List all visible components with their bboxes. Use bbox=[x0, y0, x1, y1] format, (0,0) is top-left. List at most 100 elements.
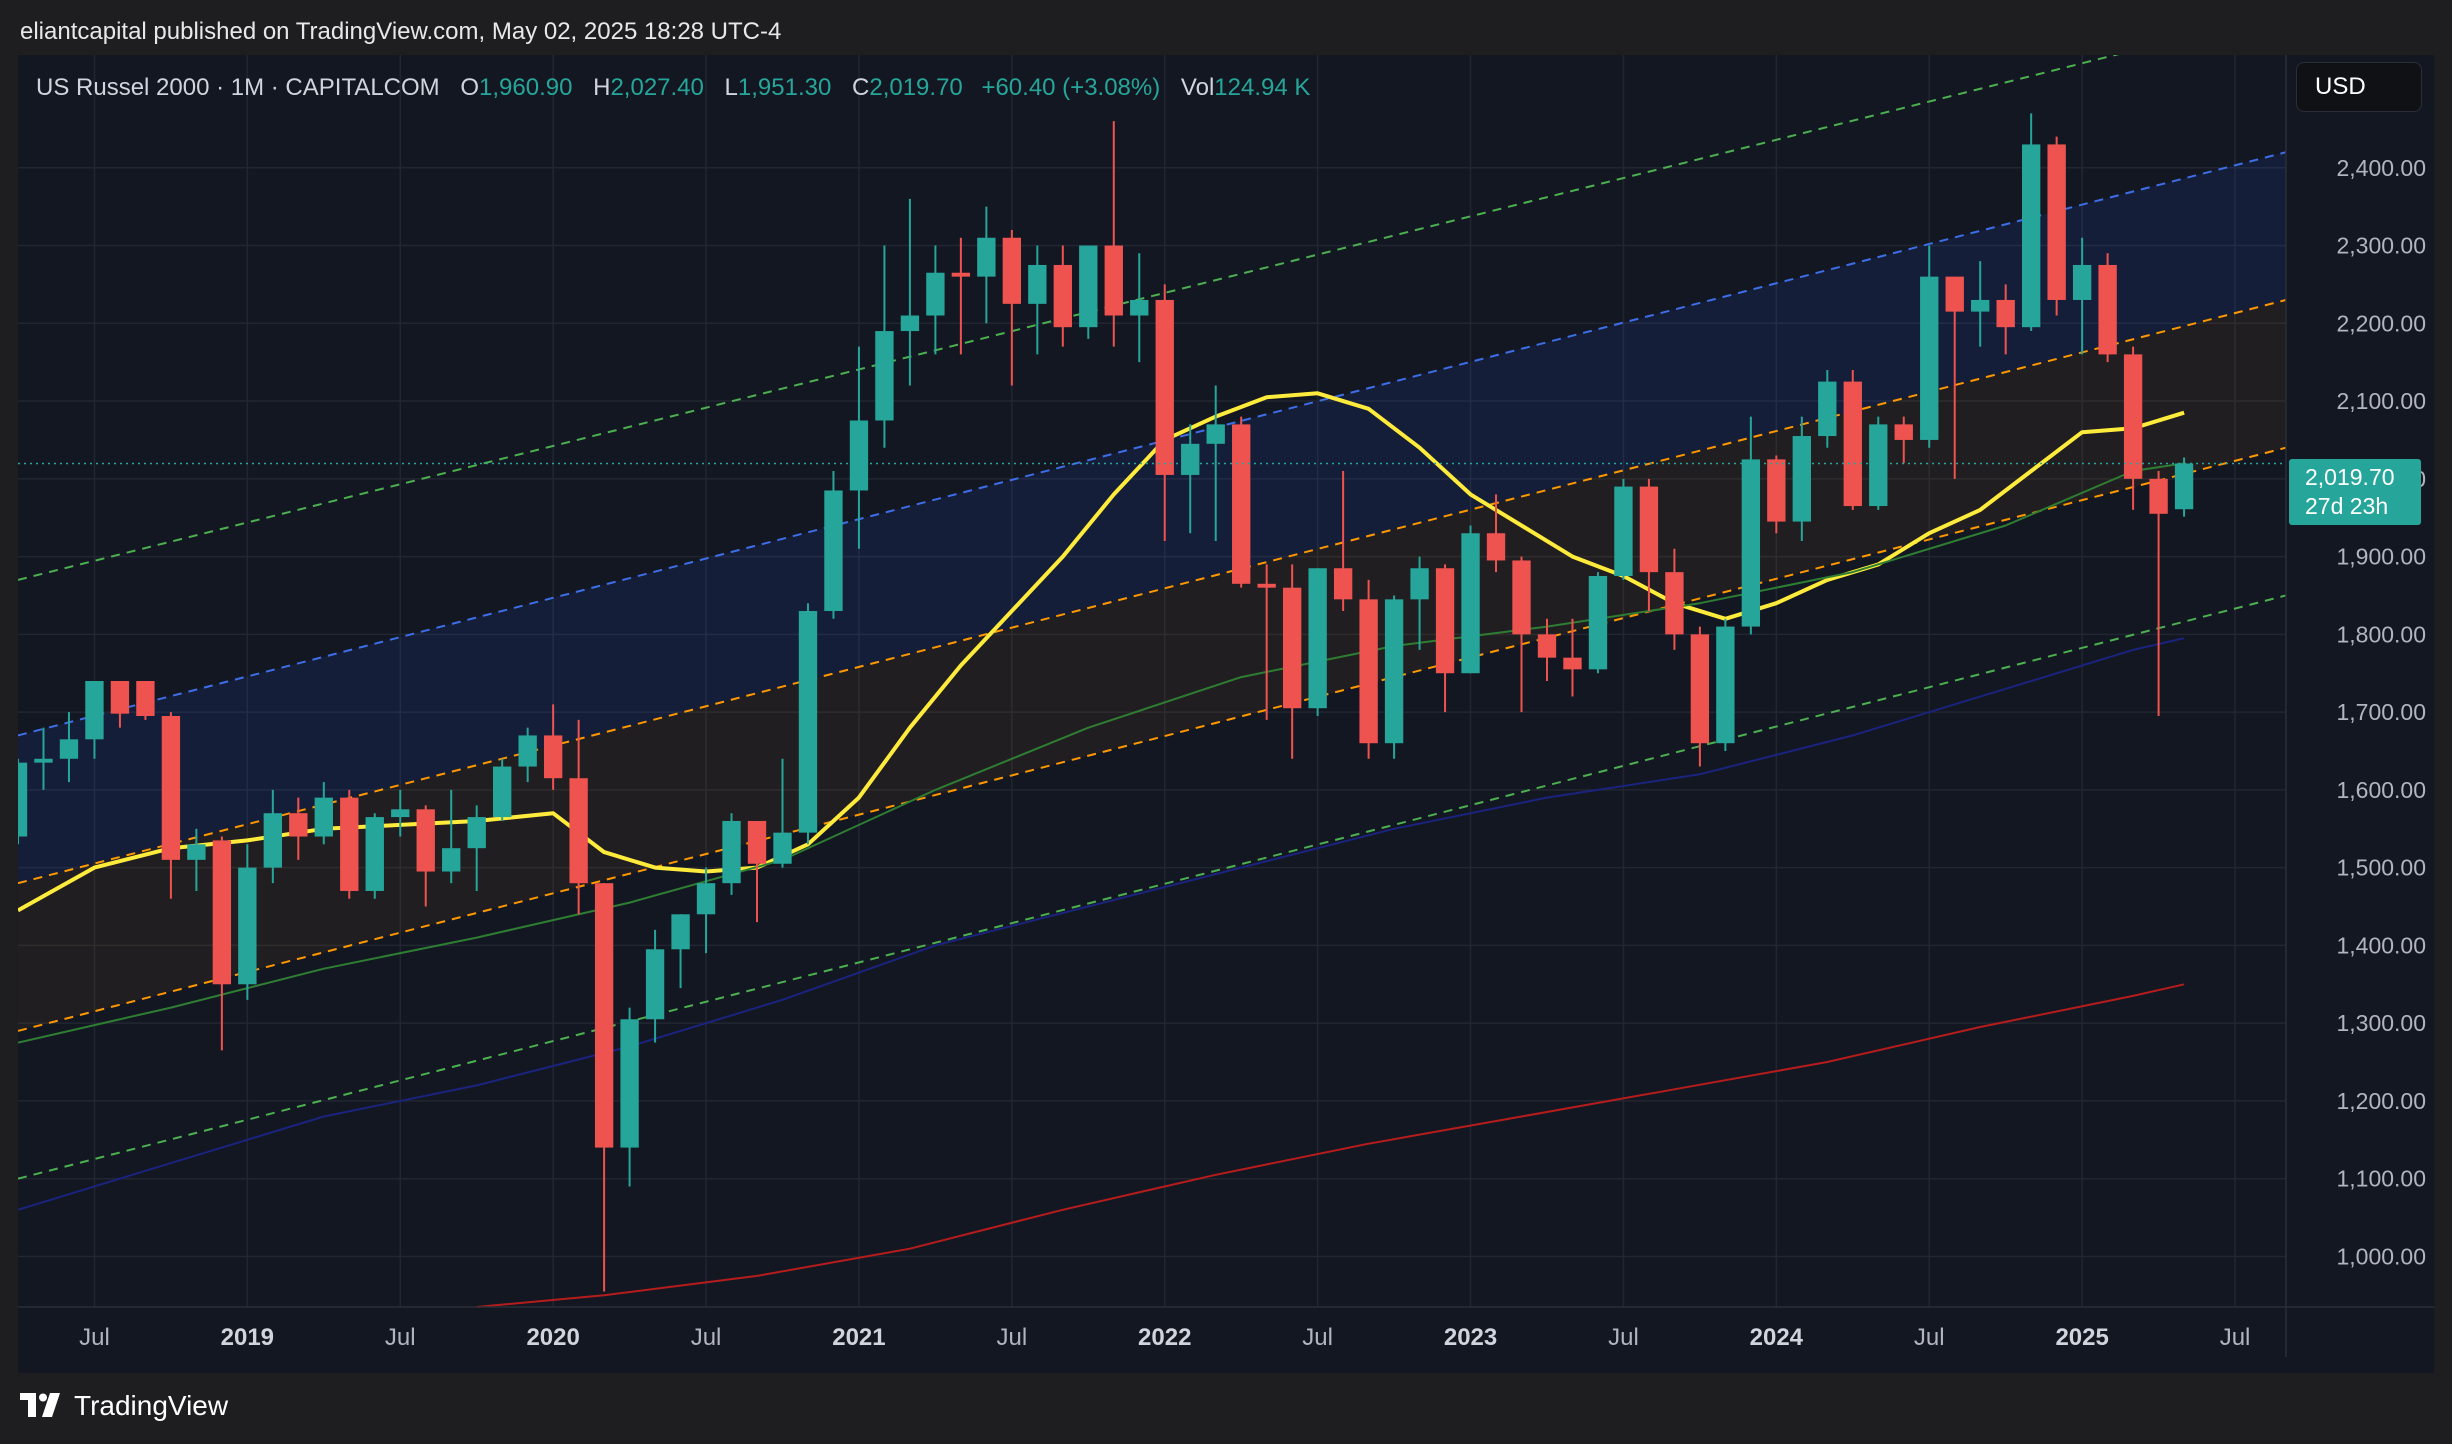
candle-body bbox=[1869, 424, 1888, 507]
candle-body bbox=[2149, 478, 2168, 514]
candlestick-chart[interactable]: 1,000.00 1,100.00 1,200.00 1,300.00 1,400.00… bbox=[18, 55, 2434, 1373]
candle bbox=[2047, 136, 2066, 316]
price-axis-label: 1,700.00 bbox=[2336, 699, 2426, 725]
change-value: +60.40 (+3.08%) bbox=[981, 74, 1161, 101]
candle bbox=[1741, 416, 1761, 635]
candle bbox=[1435, 564, 1455, 713]
candle bbox=[2123, 346, 2143, 510]
candle bbox=[747, 820, 767, 923]
candle bbox=[671, 914, 690, 989]
candle-body bbox=[1308, 568, 1327, 709]
candle bbox=[1537, 618, 1557, 681]
candle-body bbox=[1206, 424, 1225, 444]
candle bbox=[722, 813, 741, 895]
symbol-legend[interactable]: US Russel 2000 · 1M · CAPITALCOM O1,960.… bbox=[36, 74, 1310, 102]
candle bbox=[1716, 618, 1735, 751]
channel-lines bbox=[18, 55, 2287, 1180]
candle bbox=[59, 712, 79, 783]
candle bbox=[340, 789, 359, 899]
channel-line bbox=[18, 55, 2120, 581]
candle bbox=[543, 704, 563, 790]
candle-body bbox=[110, 681, 130, 714]
candle-body bbox=[1359, 599, 1378, 744]
candle-body bbox=[59, 739, 79, 759]
candle-body bbox=[238, 867, 257, 985]
chart-area[interactable]: 1,000.00 1,100.00 1,200.00 1,300.00 1,400.00… bbox=[18, 55, 2434, 1373]
time-axis-label: Jul bbox=[1608, 1324, 1639, 1351]
price-axis-label: 1,100.00 bbox=[2336, 1166, 2426, 1192]
candle-body bbox=[1767, 459, 1786, 522]
candle-body bbox=[900, 315, 920, 332]
time-axis-label: Jul bbox=[691, 1324, 722, 1351]
open-value: 1,960.90 bbox=[479, 74, 573, 101]
candle-body bbox=[1920, 276, 1939, 440]
candle-body bbox=[798, 611, 818, 833]
candle bbox=[289, 797, 308, 860]
price-axis-label: 1,600.00 bbox=[2336, 777, 2426, 803]
time-axis-label: Jul bbox=[1914, 1324, 1945, 1351]
candle bbox=[1130, 253, 1149, 363]
candle bbox=[1181, 424, 1200, 534]
candle bbox=[1767, 455, 1786, 534]
close-value: 2,019.70 bbox=[869, 74, 963, 101]
candle bbox=[391, 789, 410, 837]
candle-body bbox=[1792, 436, 1811, 522]
candle-body bbox=[1588, 576, 1608, 670]
candle bbox=[518, 727, 537, 783]
candle-body bbox=[1716, 626, 1735, 744]
symbol-name[interactable]: US Russel 2000 · 1M · CAPITALCOM bbox=[36, 74, 440, 101]
candle-body bbox=[1333, 568, 1353, 600]
price-axis-label: 1,400.00 bbox=[2336, 932, 2426, 958]
candle-body bbox=[594, 883, 614, 1148]
candle bbox=[951, 237, 971, 355]
candle-body bbox=[1079, 245, 1098, 328]
candle-body bbox=[1384, 599, 1404, 744]
candle-body bbox=[696, 883, 716, 915]
candle bbox=[2072, 237, 2092, 355]
candle-body bbox=[926, 272, 945, 316]
candle bbox=[2021, 113, 2041, 332]
candle bbox=[1206, 385, 1225, 542]
candle bbox=[1384, 595, 1404, 759]
candle bbox=[1002, 229, 1022, 386]
bar-countdown: 27d 23h bbox=[2305, 493, 2389, 519]
footer-brand[interactable]: TradingView bbox=[20, 1390, 228, 1422]
candle-body bbox=[1155, 299, 1174, 475]
candle-body bbox=[1002, 237, 1022, 304]
channel-line bbox=[18, 151, 2287, 737]
volume-value: 124.94 K bbox=[1214, 74, 1311, 101]
candle-body bbox=[1639, 486, 1659, 573]
candle-body bbox=[722, 820, 741, 884]
candle bbox=[1996, 284, 2015, 355]
candle-body bbox=[645, 949, 665, 1020]
candle bbox=[136, 681, 155, 720]
tradingview-logo-icon bbox=[20, 1393, 60, 1417]
candle bbox=[1257, 564, 1276, 720]
candle bbox=[442, 789, 461, 884]
candle bbox=[1920, 245, 1939, 448]
candle bbox=[1461, 525, 1480, 674]
candle-body bbox=[212, 840, 232, 985]
candle bbox=[798, 603, 818, 845]
candle-body bbox=[85, 681, 104, 740]
time-axis-label: 2020 bbox=[526, 1324, 579, 1351]
time-axis-label: Jul bbox=[996, 1324, 1027, 1351]
candle-body bbox=[1563, 657, 1582, 670]
candle bbox=[263, 789, 283, 884]
candle bbox=[849, 346, 869, 549]
price-axis-label: 1,900.00 bbox=[2336, 544, 2426, 570]
low-label: L bbox=[724, 74, 738, 101]
candle bbox=[696, 867, 716, 954]
price-axis-label: 2,400.00 bbox=[2336, 155, 2426, 181]
candle-body bbox=[1232, 424, 1251, 584]
candle bbox=[594, 883, 614, 1292]
candle bbox=[926, 245, 945, 355]
candle bbox=[1665, 548, 1684, 650]
grid-lines bbox=[18, 55, 2286, 1307]
candle bbox=[1512, 556, 1531, 713]
time-axis: Jul 2019 Jul 2020 Jul 2021 Jul 2022 Jul 2023 Jul 20… bbox=[18, 1306, 2434, 1351]
high-label: H bbox=[593, 74, 611, 101]
candle-body bbox=[1512, 560, 1531, 635]
currency-button[interactable]: USD bbox=[2296, 62, 2422, 112]
candle bbox=[1818, 369, 1837, 448]
